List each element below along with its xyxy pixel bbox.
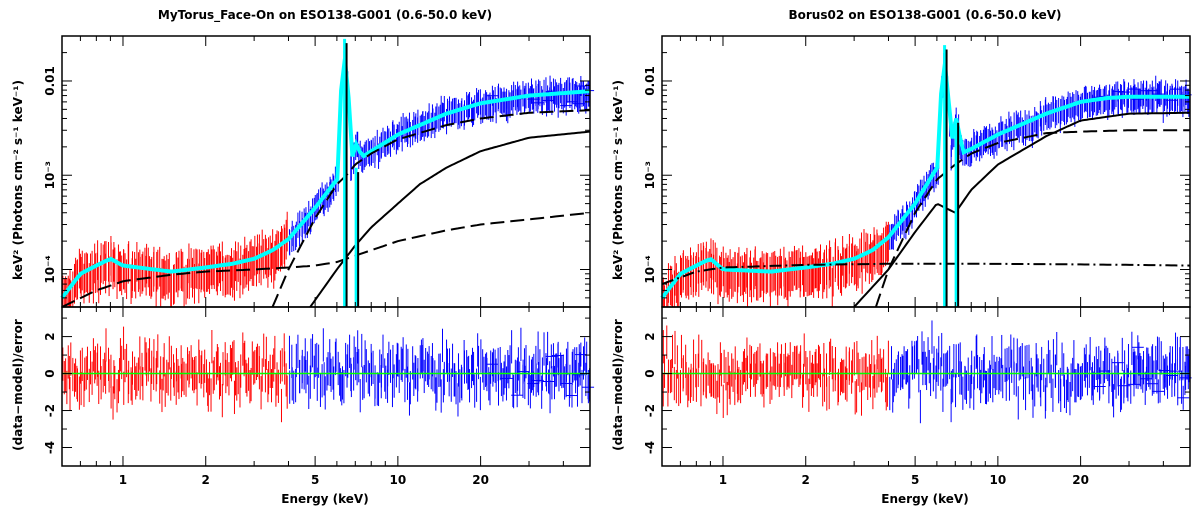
x-tick-label: 2	[802, 473, 810, 487]
plot-frame-bottom	[661, 306, 1191, 467]
residual-plot: 1 2 5 10 20 -4 -2 0 2	[43, 36, 595, 487]
model-curve-0	[660, 63, 1190, 300]
y-tick-label: -2	[643, 404, 657, 417]
spectrum-plot: 10⁻⁴ 10⁻³ 0.01	[43, 35, 595, 308]
model-curve-3	[309, 130, 591, 308]
plot-frame-top	[661, 35, 1191, 308]
x-tick-label: 2	[202, 473, 210, 487]
model-curve-2	[271, 109, 591, 308]
y-tick-label: 10⁻³	[43, 161, 57, 189]
y-tick-label: -2	[43, 404, 57, 417]
y-tick-label: 0.01	[643, 66, 657, 96]
x-tick-label: 1	[119, 473, 127, 487]
y-tick-label: 0.01	[43, 66, 57, 96]
model-curve-1	[61, 211, 591, 308]
x-tick-label: 5	[311, 473, 319, 487]
y-axis-label-top: keV² (Photons cm⁻² s⁻¹ keV⁻¹)	[611, 80, 625, 280]
model-curve-1	[661, 262, 1191, 286]
model-curve-3	[853, 111, 1190, 308]
y-tick-label: 0	[643, 369, 657, 377]
data-points	[62, 51, 595, 307]
residual-points	[62, 326, 595, 423]
y-tick-label: 10⁻³	[643, 161, 657, 189]
x-tick-label: 1	[719, 473, 727, 487]
x-axis-label: Energy (keV)	[881, 492, 968, 506]
y-tick-label: 2	[43, 332, 57, 340]
x-tick-label: 5	[911, 473, 919, 487]
chart-title: MyTorus_Face-On on ESO138-G001 (0.6-50.0…	[158, 8, 492, 23]
x-tick-label: 20	[1072, 473, 1089, 487]
spectrum-plot: 10⁻⁴ 10⁻³ 0.01	[643, 35, 1192, 308]
y-axis-label-top: keV² (Photons cm⁻² s⁻¹ keV⁻¹)	[11, 80, 25, 280]
y-tick-label: -4	[643, 441, 657, 454]
y-tick-label: 10⁻⁴	[43, 255, 57, 283]
panel-borus02: Borus02 on ESO138-G001 (0.6-50.0 keV) En…	[611, 8, 1192, 506]
x-tick-label: 20	[472, 473, 489, 487]
model-curve-2	[874, 129, 1190, 308]
y-tick-label: 0	[43, 369, 57, 377]
y-tick-label: 2	[643, 332, 657, 340]
y-axis-label-bottom: (data−model)/error	[611, 319, 625, 451]
y-tick-label: 10⁻⁴	[643, 255, 657, 283]
model-curve-0	[60, 58, 591, 300]
residual-plot: 1 2 5 10 20 -4 -2 0 2	[643, 36, 1192, 487]
panel-mytorus: MyTorus_Face-On on ESO138-G001 (0.6-50.0…	[11, 8, 595, 506]
x-tick-label: 10	[390, 473, 407, 487]
chart-title: Borus02 on ESO138-G001 (0.6-50.0 keV)	[788, 8, 1061, 22]
y-tick-label: -4	[43, 441, 57, 454]
x-tick-label: 10	[990, 473, 1007, 487]
plot-frame-bottom	[61, 306, 591, 467]
x-axis-label: Energy (keV)	[281, 492, 368, 506]
y-axis-label-bottom: (data−model)/error	[11, 319, 25, 451]
residual-points	[662, 320, 1192, 424]
